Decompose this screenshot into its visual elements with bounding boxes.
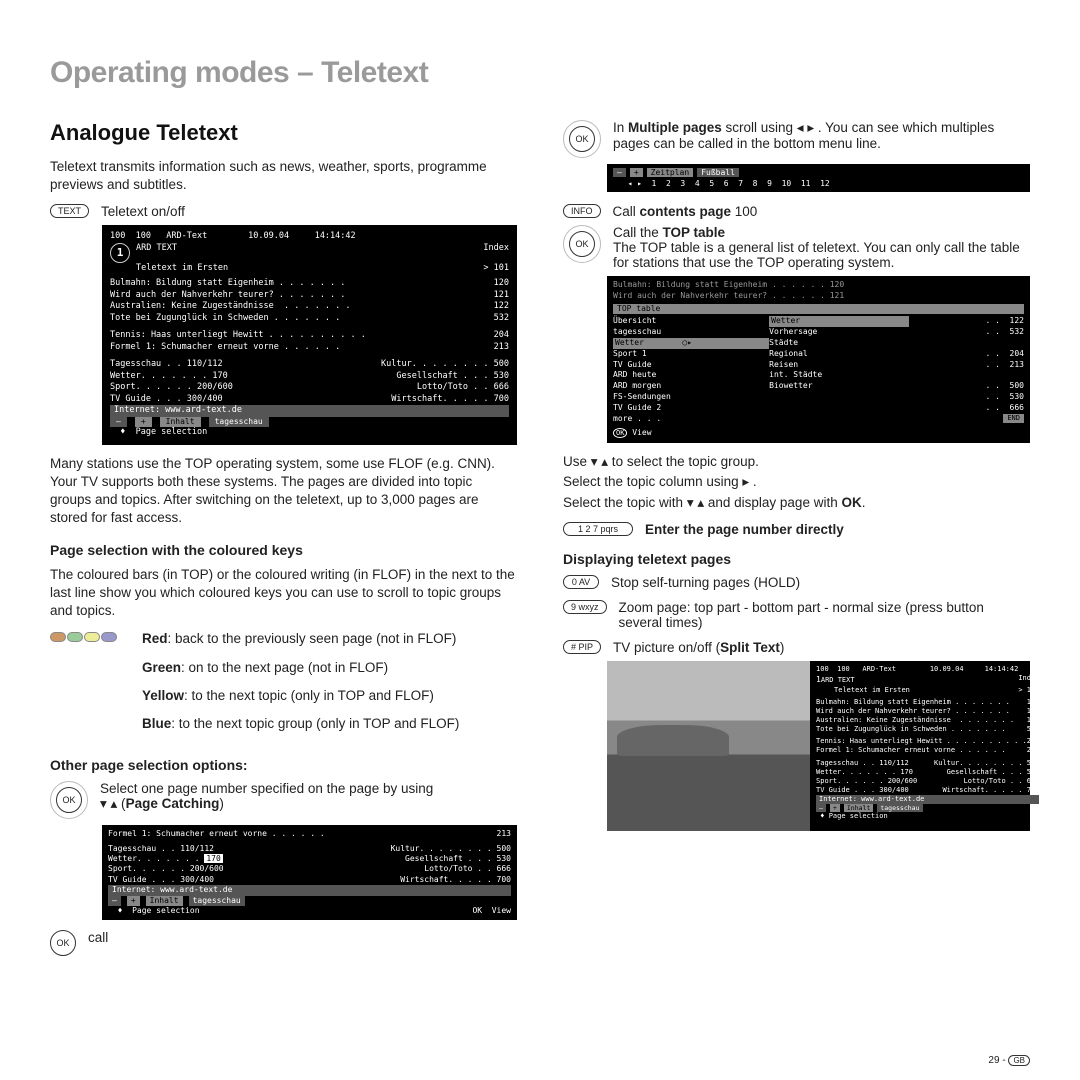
numeric-keys-icon: 1 2 7 pqrs xyxy=(563,522,633,536)
use-line-3: Select the topic with ▾ ▴ and display pa… xyxy=(563,494,1030,512)
page-catching-text: Select one page number specified on the … xyxy=(100,781,433,796)
enter-direct: Enter the page number directly xyxy=(645,522,844,537)
teletext-screenshot-main: 100 100 ARD-Text 10.09.04 14:14:42 1ARD … xyxy=(102,225,517,444)
h3-coloured-keys: Page selection with the coloured keys xyxy=(50,542,517,558)
top-table-screenshot: Bulmahn: Bildung statt Eigenheim . . . .… xyxy=(607,276,1030,443)
right-column: OK In Multiple pages scroll using ◂ ▸ . … xyxy=(563,120,1030,962)
info-button[interactable]: INFO xyxy=(563,204,601,218)
zoom-text: Zoom page: top part - bottom part - norm… xyxy=(619,600,1030,630)
page-title: Operating modes – Teletext xyxy=(50,56,1030,90)
blue-desc: Blue: to the next topic group (only in T… xyxy=(142,715,459,733)
left-column: Analogue Teletext Teletext transmits inf… xyxy=(50,120,517,962)
use-line-1: Use ▾ ▴ to select the topic group. xyxy=(563,453,1030,471)
call-top-table: Call the TOP table xyxy=(613,225,1030,240)
split-text-screenshot: 100 100 ARD-Text 10.09.04 14:14:42 1ARD … xyxy=(607,661,1030,831)
page-catching-arrows: ▾ ▴ (Page Catching) xyxy=(100,796,433,812)
tv-picture-placeholder xyxy=(607,661,810,831)
text-button-label: Teletext on/off xyxy=(101,204,185,219)
para-top-flof: Many stations use the TOP operating syst… xyxy=(50,455,517,528)
key-0-av[interactable]: 0 AV xyxy=(563,575,599,589)
top-table-desc: The TOP table is a general list of telet… xyxy=(613,240,1030,270)
h3-other-options: Other page selection options: xyxy=(50,757,517,773)
colour-keys-icon xyxy=(50,630,130,650)
hold-text: Stop self-turning pages (HOLD) xyxy=(611,575,800,590)
red-desc: Red: back to the previously seen page (n… xyxy=(142,630,459,648)
ok-button[interactable]: OK xyxy=(50,930,76,956)
green-desc: Green: on to the next page (not in FLOF) xyxy=(142,659,459,677)
ok-nav-icon: OK xyxy=(50,781,88,819)
yellow-desc: Yellow: to the next topic (only in TOP a… xyxy=(142,687,459,705)
text-button[interactable]: TEXT xyxy=(50,204,89,218)
use-line-2: Select the topic column using ▸ . xyxy=(563,473,1030,491)
h2-analogue: Analogue Teletext xyxy=(50,120,517,146)
key-pip[interactable]: # PIP xyxy=(563,640,601,654)
para-coloured: The coloured bars (in TOP) or the colour… xyxy=(50,566,517,621)
page-number: 29 - GB xyxy=(988,1055,1030,1066)
ok-nav-icon-3: OK xyxy=(563,225,601,263)
h3-displaying: Displaying teletext pages xyxy=(563,551,1030,567)
key-9-wxyz[interactable]: 9 wxyz xyxy=(563,600,607,614)
ok-nav-icon-2: OK xyxy=(563,120,601,158)
teletext-screenshot-mini: Formel 1: Schumacher erneut vorne . . . … xyxy=(102,825,517,920)
split-text-label: TV picture on/off (Split Text) xyxy=(613,640,784,655)
info-text: Call contents page 100 xyxy=(613,204,758,219)
multiple-pages-text: In Multiple pages scroll using ◂ ▸ . You… xyxy=(613,120,1030,151)
intro: Teletext transmits information such as n… xyxy=(50,158,517,194)
ok-call-label: call xyxy=(88,930,108,945)
multipage-bar: –+ZeitplanFußball ◂ ▸ 1 2 3 4 5 6 7 8 9 … xyxy=(607,164,1030,192)
